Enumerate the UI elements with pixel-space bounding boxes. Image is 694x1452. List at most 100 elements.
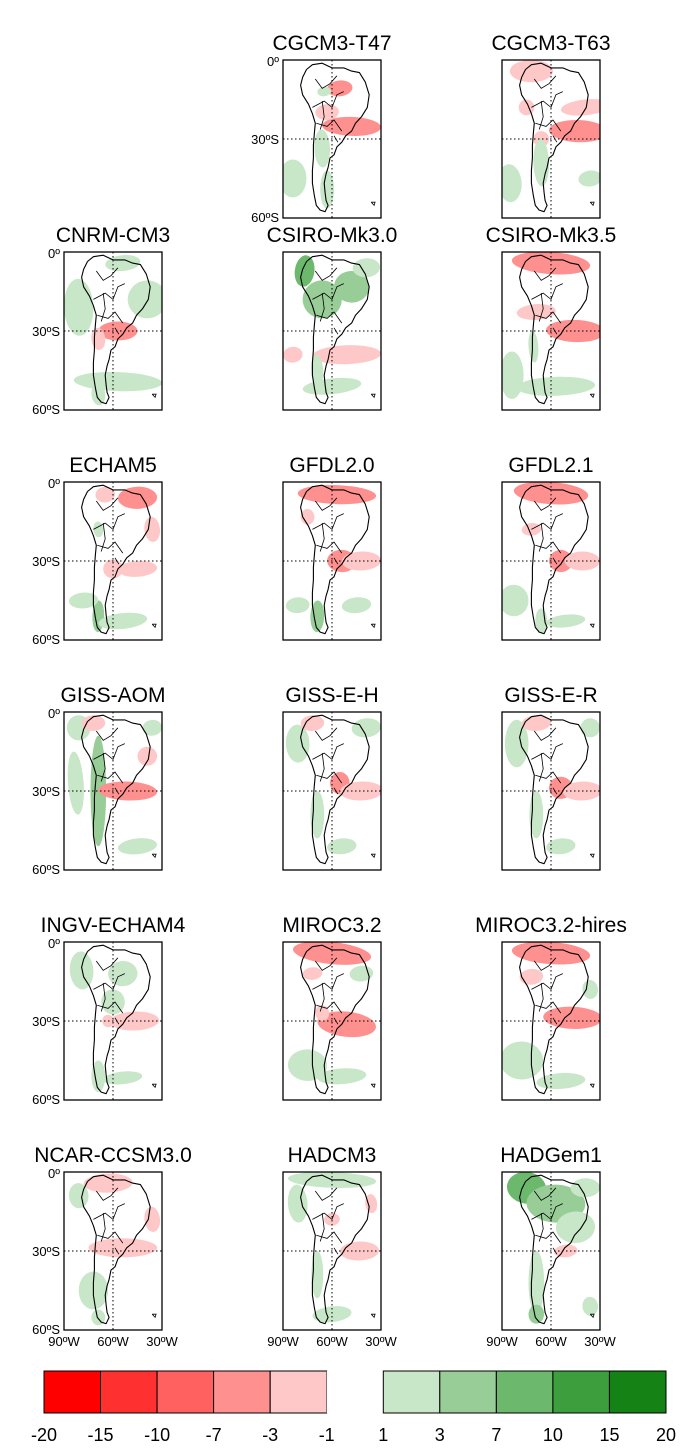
panel-title: CGCM3-T47: [272, 32, 391, 55]
positive-anomaly-area: [317, 86, 332, 97]
country-border: [314, 1187, 338, 1201]
lat-tick-60s: 60ºS: [32, 862, 60, 877]
colorbar-bin: [43, 1370, 101, 1414]
lat-tick-60s: 60ºS: [32, 402, 60, 417]
lat-tick-60s: 60ºS: [32, 1322, 60, 1337]
country-border: [531, 513, 563, 531]
country-border: [552, 327, 558, 335]
country-border: [319, 753, 325, 782]
country-border: [531, 743, 563, 761]
falkland-islands: [370, 201, 376, 207]
falkland-islands: [370, 1083, 376, 1089]
positive-anomaly-area: [294, 255, 315, 287]
country-border: [312, 1203, 344, 1221]
map-panel: MIROC3.2-hires: [475, 914, 627, 1101]
country-border: [93, 513, 125, 531]
negative-anomaly-area: [98, 781, 158, 801]
colorbar-bin: [495, 1370, 554, 1414]
lat-tick-30s: 30ºS: [251, 132, 279, 147]
positive-anomaly-area: [91, 383, 106, 406]
panel-title: HADGem1: [500, 1144, 602, 1167]
country-border: [95, 267, 119, 281]
panel-frame: [63, 941, 163, 1101]
falkland-islands: [589, 1083, 595, 1089]
country-border: [95, 727, 119, 741]
positive-anomaly-area: [142, 719, 162, 736]
positive-anomaly-area: [91, 1309, 106, 1326]
south-america-coastline: [300, 484, 370, 635]
negative-anomaly-area: [518, 99, 535, 116]
negative-anomaly-area: [137, 746, 158, 766]
positive-anomaly-area: [91, 1060, 106, 1093]
falkland-islands: [589, 393, 595, 399]
lat-tick-30s: 30ºS: [32, 784, 60, 799]
south-america-coastline: [519, 1174, 589, 1325]
country-border: [312, 743, 344, 761]
colorbar-bin: [269, 1370, 328, 1414]
lon-tick-60w: 60ºW: [316, 1334, 348, 1349]
lat-tick-60s: 60ºS: [251, 210, 279, 225]
positive-anomaly-area: [98, 612, 148, 630]
positive-anomaly-area: [105, 255, 141, 272]
positive-anomaly-area: [555, 1211, 596, 1244]
negative-anomaly-area: [549, 119, 600, 143]
positive-anomaly-area: [502, 584, 529, 617]
lat-tick-0: 0º: [48, 476, 60, 491]
map-panel: CSIRO-Mk3.5: [486, 224, 616, 411]
country-border: [95, 957, 119, 971]
country-border: [312, 91, 344, 109]
south-america-coastline: [81, 714, 151, 865]
colorbar-tick-label: -3: [262, 1425, 278, 1445]
country-border: [95, 1187, 119, 1201]
country-border: [114, 787, 120, 795]
lat-tick-0: 0º: [48, 1166, 60, 1181]
positive-anomaly-area: [528, 1304, 545, 1324]
negative-anomaly-area: [511, 252, 591, 275]
country-border: [333, 135, 339, 143]
anomaly-shading: [506, 1172, 600, 1324]
negative-anomaly-area: [103, 559, 123, 579]
panel-title: CGCM3-T63: [491, 32, 610, 55]
positive-anomaly-area: [93, 521, 104, 538]
positive-anomaly-area: [285, 724, 310, 763]
country-border: [538, 753, 544, 782]
south-america-coastline: [519, 944, 589, 1095]
anomaly-shading: [68, 1173, 161, 1326]
map-panel: GFDL2.1: [501, 454, 601, 641]
negative-anomaly-area: [98, 321, 138, 341]
country-border: [552, 1017, 558, 1025]
anomaly-shading: [68, 486, 161, 633]
positive-anomaly-area: [502, 164, 522, 203]
falkland-islands: [151, 1313, 157, 1319]
positive-anomaly-area: [117, 838, 158, 855]
country-border: [333, 557, 339, 565]
positive-anomaly-area: [302, 377, 362, 395]
positive-anomaly-area: [528, 331, 539, 363]
positive-anomaly-area: [287, 1049, 328, 1082]
panel-frame: [63, 481, 163, 641]
negative-anomaly-area: [315, 1005, 330, 1021]
falkland-islands: [151, 393, 157, 399]
colorbar-tick-label: 1: [378, 1425, 388, 1445]
lat-tick-30s: 30ºS: [32, 324, 60, 339]
falkland-islands: [151, 1083, 157, 1089]
positive-anomaly-area: [327, 838, 357, 855]
country-border: [533, 957, 557, 971]
negative-anomaly-area: [283, 346, 303, 363]
negative-anomaly-area: [83, 1173, 133, 1193]
colorbar-tick-label: -1: [319, 1425, 335, 1445]
negative-anomaly-area: [560, 99, 600, 116]
country-border: [333, 327, 339, 335]
lat-tick-30s: 30ºS: [32, 1014, 60, 1029]
negative-anomaly-area: [341, 551, 381, 571]
positive-anomaly-area: [582, 1296, 599, 1316]
country-border: [312, 973, 344, 991]
positive-anomaly-area: [570, 1178, 600, 1198]
colorbar-bin: [100, 1370, 158, 1414]
lon-tick-30w: 30ºW: [584, 1334, 616, 1349]
anomaly-shading: [285, 485, 381, 633]
positive-anomaly-area: [73, 371, 162, 392]
panel-title: GISS-E-R: [504, 684, 597, 707]
negative-anomaly-area: [549, 549, 573, 573]
positive-anomaly-area: [108, 960, 138, 987]
